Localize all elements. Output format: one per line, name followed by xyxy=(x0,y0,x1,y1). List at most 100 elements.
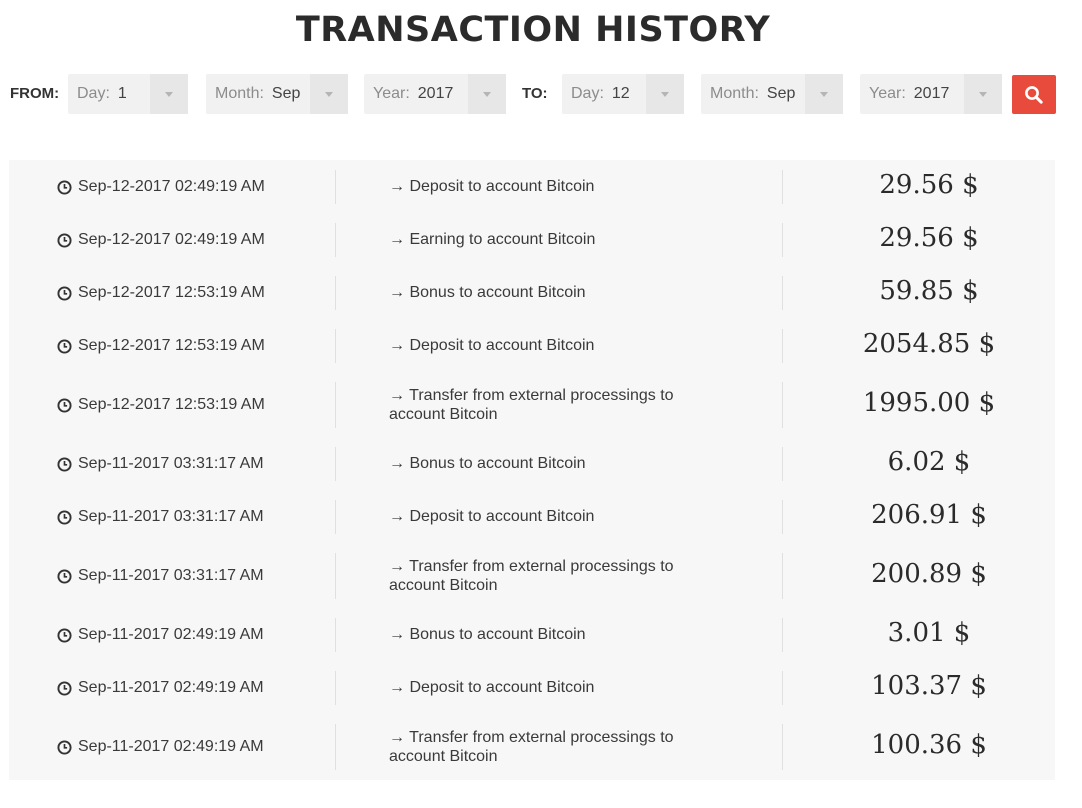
column-divider xyxy=(782,276,783,310)
to-day-select[interactable]: Day: 12 xyxy=(562,74,684,114)
datetime-text: Sep-11-2017 02:49:19 AM xyxy=(78,679,264,696)
transaction-datetime: Sep-11-2017 02:49:19 AM xyxy=(57,678,264,698)
from-year-select[interactable]: Year: 2017 xyxy=(364,74,506,114)
datetime-text: Sep-11-2017 03:31:17 AM xyxy=(78,508,264,525)
column-divider xyxy=(335,500,336,534)
clock-icon xyxy=(57,739,72,755)
transaction-amount: 103.37 $ xyxy=(871,671,987,701)
clock-icon xyxy=(57,232,72,248)
column-divider xyxy=(782,329,783,363)
chevron-down-icon[interactable] xyxy=(805,74,843,114)
from-year-prefix: Year: xyxy=(373,85,410,102)
transaction-datetime: Sep-12-2017 02:49:19 AM xyxy=(57,230,265,250)
transaction-description: → Bonus to account Bitcoin xyxy=(389,626,586,643)
transaction-amount: 200.89 $ xyxy=(871,559,987,589)
transaction-description: → Deposit to account Bitcoin xyxy=(389,178,595,195)
column-divider xyxy=(335,671,336,705)
transaction-datetime: Sep-11-2017 02:49:19 AM xyxy=(57,625,264,645)
from-month-value: Sep xyxy=(271,85,301,102)
clock-icon xyxy=(57,285,72,301)
transaction-datetime: Sep-11-2017 03:31:17 AM xyxy=(57,507,264,527)
transaction-amount: 29.56 $ xyxy=(879,170,979,200)
clock-icon xyxy=(57,509,72,525)
chevron-down-icon[interactable] xyxy=(310,74,348,114)
column-divider xyxy=(335,382,336,428)
datetime-text: Sep-12-2017 12:53:19 AM xyxy=(78,284,265,301)
clock-icon xyxy=(57,397,72,413)
datetime-text: Sep-11-2017 03:31:17 AM xyxy=(78,455,264,472)
transaction-datetime: Sep-12-2017 12:53:19 AM xyxy=(57,283,265,303)
transaction-amount: 1995.00 $ xyxy=(862,388,996,418)
transaction-description: → Earning to account Bitcoin xyxy=(389,231,596,248)
to-label: TO: xyxy=(522,85,548,102)
chevron-down-icon[interactable] xyxy=(964,74,1002,114)
chevron-down-icon[interactable] xyxy=(646,74,684,114)
from-day-value: 1 xyxy=(117,85,127,102)
from-month-prefix: Month: xyxy=(215,85,264,102)
to-year-prefix: Year: xyxy=(869,85,906,102)
column-divider xyxy=(335,223,336,257)
transaction-datetime: Sep-11-2017 03:31:17 AM xyxy=(57,454,264,474)
datetime-text: Sep-12-2017 02:49:19 AM xyxy=(78,231,265,248)
transaction-datetime: Sep-11-2017 02:49:19 AM xyxy=(57,737,264,757)
from-day-prefix: Day: xyxy=(77,85,110,102)
clock-icon xyxy=(57,680,72,696)
from-label: FROM: xyxy=(10,85,60,102)
transaction-description: → Transfer from external processings to … xyxy=(389,387,674,423)
column-divider xyxy=(782,500,783,534)
column-divider xyxy=(782,618,783,652)
transaction-description: → Deposit to account Bitcoin xyxy=(389,508,595,525)
transaction-description: → Bonus to account Bitcoin xyxy=(389,455,586,472)
transaction-amount: 2054.85 $ xyxy=(862,329,996,359)
transaction-description: → Transfer from external processings to … xyxy=(389,729,674,765)
datetime-text: Sep-12-2017 12:53:19 AM xyxy=(78,396,265,413)
to-month-prefix: Month: xyxy=(710,85,759,102)
clock-icon xyxy=(57,568,72,584)
column-divider xyxy=(335,276,336,310)
to-month-value: Sep xyxy=(766,85,796,102)
transaction-amount: 6.02 $ xyxy=(887,447,971,477)
transaction-datetime: Sep-12-2017 12:53:19 AM xyxy=(57,395,265,415)
column-divider xyxy=(782,553,783,599)
to-day-prefix: Day: xyxy=(571,85,604,102)
clock-icon xyxy=(57,456,72,472)
column-divider xyxy=(782,447,783,481)
transaction-datetime: Sep-11-2017 03:31:17 AM xyxy=(57,566,264,586)
clock-icon xyxy=(57,338,72,354)
from-month-select[interactable]: Month: Sep xyxy=(206,74,348,114)
column-divider xyxy=(782,170,783,204)
to-month-select[interactable]: Month: Sep xyxy=(701,74,843,114)
datetime-text: Sep-11-2017 02:49:19 AM xyxy=(78,626,264,643)
datetime-text: Sep-11-2017 02:49:19 AM xyxy=(78,738,264,755)
chevron-down-icon[interactable] xyxy=(468,74,506,114)
column-divider xyxy=(782,724,783,770)
transaction-amount: 59.85 $ xyxy=(879,276,979,306)
search-button[interactable] xyxy=(1012,75,1056,114)
datetime-text: Sep-12-2017 12:53:19 AM xyxy=(78,337,265,354)
datetime-text: Sep-12-2017 02:49:19 AM xyxy=(78,178,265,195)
column-divider xyxy=(782,671,783,705)
transaction-amount: 3.01 $ xyxy=(887,618,971,648)
from-day-select[interactable]: Day: 1 xyxy=(68,74,188,114)
column-divider xyxy=(335,724,336,770)
transaction-description: → Deposit to account Bitcoin xyxy=(389,679,595,696)
transaction-description: → Bonus to account Bitcoin xyxy=(389,284,586,301)
column-divider xyxy=(335,618,336,652)
search-icon xyxy=(1025,85,1043,104)
clock-icon xyxy=(57,627,72,643)
chevron-down-icon[interactable] xyxy=(150,74,188,114)
to-year-select[interactable]: Year: 2017 xyxy=(860,74,1002,114)
to-year-value: 2017 xyxy=(913,85,950,102)
clock-icon xyxy=(57,179,72,195)
to-day-value: 12 xyxy=(611,85,630,102)
column-divider xyxy=(335,447,336,481)
column-divider xyxy=(335,553,336,599)
transaction-description: → Deposit to account Bitcoin xyxy=(389,337,595,354)
transaction-table: Sep-12-2017 02:49:19 AM → Deposit to acco… xyxy=(9,160,1055,780)
column-divider xyxy=(335,329,336,363)
page-title: TRANSACTION HISTORY xyxy=(295,10,771,50)
column-divider xyxy=(782,382,783,428)
transaction-amount: 206.91 $ xyxy=(871,500,987,530)
transaction-amount: 100.36 $ xyxy=(871,730,987,760)
column-divider xyxy=(335,170,336,204)
